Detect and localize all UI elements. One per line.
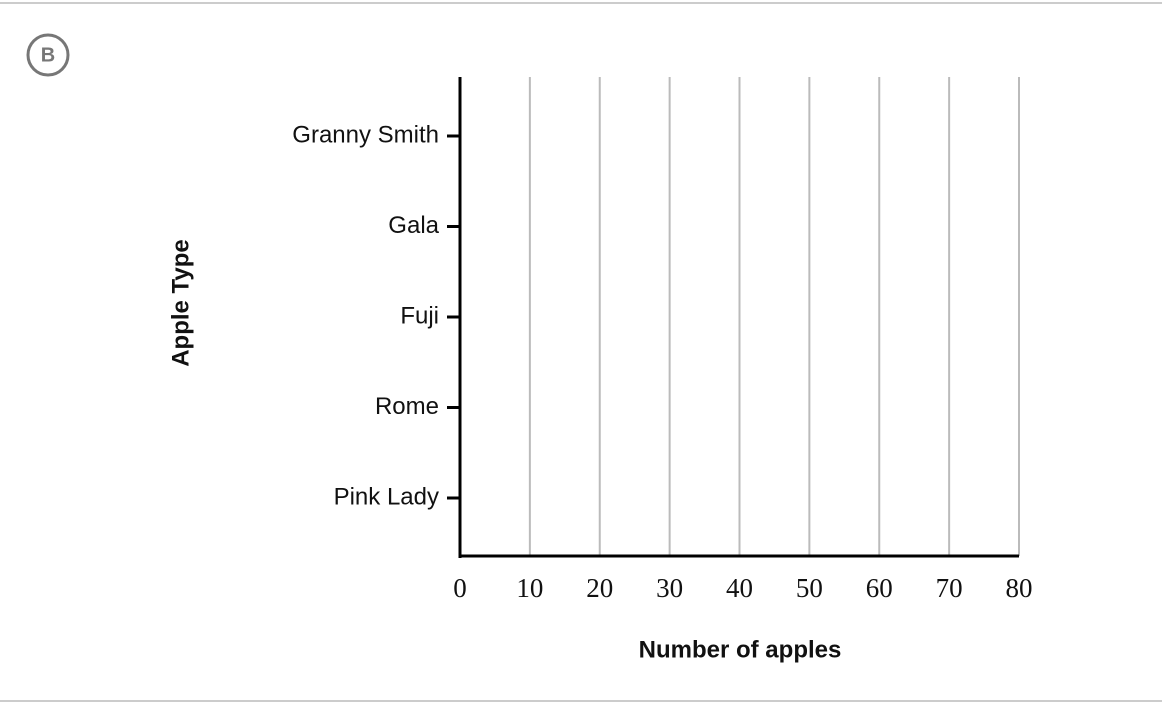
- x-tick-label: 40: [726, 573, 753, 603]
- x-tick-label: 10: [516, 573, 543, 603]
- y-tick-label: Rome: [375, 393, 439, 420]
- x-tick-label: 0: [453, 573, 467, 603]
- x-tick-label: 20: [586, 573, 613, 603]
- option-badge: [26, 33, 70, 77]
- x-tick-label: 60: [866, 573, 893, 603]
- option-label: B: [41, 44, 55, 66]
- x-tick-label: 70: [936, 573, 963, 603]
- x-tick-label: 30: [656, 573, 683, 603]
- y-tick-label: Granny Smith: [292, 121, 439, 148]
- y-axis-title: Apple Type: [167, 239, 194, 367]
- y-tick-label: Gala: [388, 212, 439, 239]
- y-tick-label: Pink Lady: [334, 483, 439, 510]
- y-tick-label: Fuji: [400, 302, 439, 329]
- x-tick-label: 80: [1006, 573, 1033, 603]
- x-axis-title: Number of apples: [639, 636, 842, 663]
- x-tick-label: 50: [796, 573, 823, 603]
